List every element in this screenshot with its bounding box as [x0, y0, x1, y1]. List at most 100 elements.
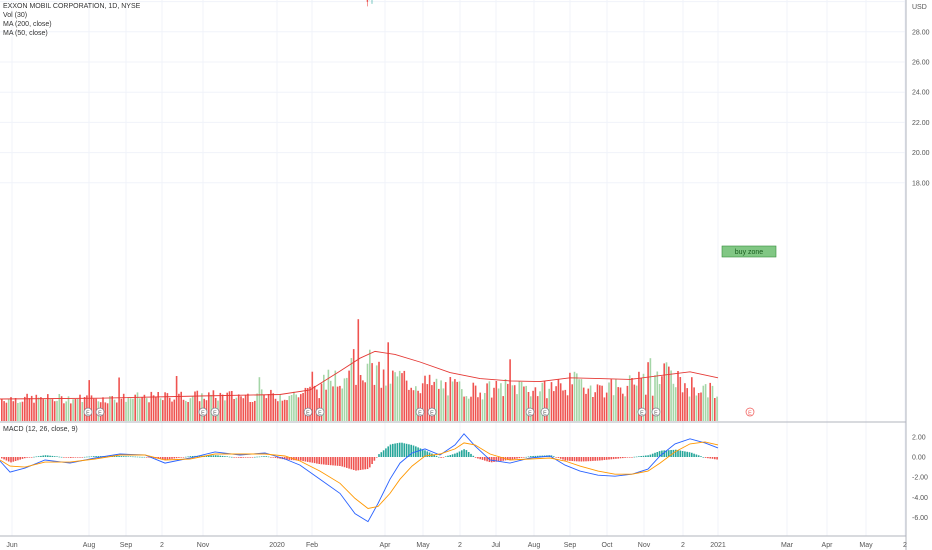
- volume-bar: [40, 397, 42, 421]
- volume-bar: [513, 385, 516, 421]
- time-axis-label: 2: [160, 542, 164, 549]
- macd-histogram-bar: [306, 457, 309, 462]
- macd-histogram-bar: [562, 457, 564, 460]
- macd-histogram-bar: [143, 456, 146, 458]
- macd-histogram-bar: [65, 457, 67, 458]
- macd-histogram-bar: [378, 454, 380, 457]
- volume-bar: [495, 381, 498, 421]
- volume-bar: [355, 384, 357, 421]
- macd-histogram-bar: [283, 457, 286, 460]
- volume-bar: [426, 384, 429, 421]
- macd-histogram-bar: [309, 457, 311, 463]
- macd-histogram-bar: [578, 457, 580, 462]
- buy-zone-annotation[interactable]: buy zone: [721, 245, 777, 258]
- volume-bar: [633, 384, 636, 421]
- macd-histogram-bar: [244, 457, 247, 458]
- macd-histogram-bar: [118, 456, 120, 457]
- macd-histogram-bar: [14, 457, 17, 461]
- volume-bar: [221, 394, 224, 421]
- volume-bar: [113, 399, 116, 421]
- macd-histogram-bar: [424, 450, 426, 457]
- volume-bar: [369, 349, 371, 421]
- volume-bar: [433, 381, 435, 421]
- macd-histogram-bar: [493, 457, 495, 462]
- time-axis-label: Sep: [564, 542, 577, 549]
- price-axis-tick: 18.00: [912, 180, 930, 187]
- macd-histogram-bar: [589, 457, 592, 462]
- volume-bar: [343, 378, 346, 421]
- volume-bar: [704, 384, 707, 421]
- macd-histogram-bar: [502, 457, 504, 461]
- macd-histogram-bar: [410, 444, 412, 457]
- macd-histogram-bar: [42, 455, 44, 457]
- macd-histogram-bar: [670, 450, 672, 457]
- macd-histogram-bar: [191, 456, 194, 457]
- macd-histogram-bar: [320, 457, 323, 465]
- volume-bar: [702, 385, 705, 421]
- volume-bar: [651, 395, 654, 421]
- earnings-marker-label: E: [528, 411, 532, 417]
- volume-bar: [580, 379, 583, 421]
- macd-histogram-bar: [247, 457, 249, 458]
- macd-histogram-bar: [656, 452, 659, 457]
- price-axis-tick: 20.00: [912, 150, 930, 157]
- macd-histogram-bar: [12, 457, 15, 462]
- macd-histogram-bar: [405, 443, 408, 457]
- volume-bar: [497, 388, 500, 421]
- volume-bar: [53, 401, 56, 421]
- macd-histogram-bar: [341, 457, 343, 467]
- macd-histogram-bar: [389, 444, 392, 457]
- macd-histogram-bar: [329, 457, 332, 466]
- macd-histogram-bar: [412, 445, 415, 457]
- volume-bar: [219, 392, 222, 421]
- macd-histogram-bar: [463, 449, 465, 457]
- macd-histogram-bar: [633, 456, 636, 458]
- macd-histogram-bar: [327, 457, 330, 465]
- volume-bar: [642, 373, 645, 421]
- volume-bar: [143, 394, 146, 421]
- volume-bar: [24, 396, 26, 421]
- volume-bar: [247, 393, 249, 421]
- macd-histogram-bar: [323, 457, 325, 465]
- volume-bar: [274, 398, 277, 421]
- volume-bar: [33, 402, 35, 421]
- volume-bar: [76, 398, 79, 421]
- volume-bar: [562, 390, 564, 421]
- macd-histogram-bar: [159, 457, 162, 459]
- macd-histogram-bar: [86, 456, 88, 458]
- volume-bar: [12, 401, 15, 421]
- macd-histogram-bar: [704, 457, 707, 458]
- macd-histogram-bar: [615, 457, 617, 459]
- volume-bar: [352, 349, 355, 421]
- macd-histogram-bar: [486, 457, 488, 462]
- macd-histogram-bar: [70, 457, 72, 458]
- macd-histogram-bar: [136, 456, 139, 458]
- macd-histogram-bar: [355, 457, 357, 471]
- earnings-marker-label: E: [213, 411, 217, 417]
- volume-bar: [178, 393, 180, 421]
- macd-histogram-bar: [585, 457, 587, 462]
- volume-bar: [470, 396, 472, 421]
- volume-bar: [663, 363, 665, 421]
- macd-histogram-bar: [461, 450, 463, 457]
- volume-bar: [401, 373, 403, 421]
- volume-bar: [709, 382, 711, 421]
- volume-bar: [686, 388, 688, 421]
- volume-bar: [21, 401, 24, 421]
- volume-bar: [389, 383, 392, 421]
- macd-histogram-bar: [569, 457, 571, 461]
- volume-bar: [612, 395, 615, 421]
- macd-histogram-bar: [21, 457, 24, 459]
- volume-bar: [19, 402, 21, 421]
- volume-bar: [35, 394, 38, 421]
- macd-histogram-bar: [564, 457, 567, 461]
- macd-histogram-bar: [240, 457, 242, 458]
- macd-histogram-bar: [433, 454, 435, 457]
- volume-bar: [357, 319, 360, 421]
- volume-bar: [42, 399, 44, 421]
- macd-histogram-bar: [132, 456, 134, 458]
- legend-ma200: MA (200, close): [3, 21, 52, 28]
- volume-bar: [502, 396, 504, 421]
- macd-histogram-bar: [592, 457, 594, 461]
